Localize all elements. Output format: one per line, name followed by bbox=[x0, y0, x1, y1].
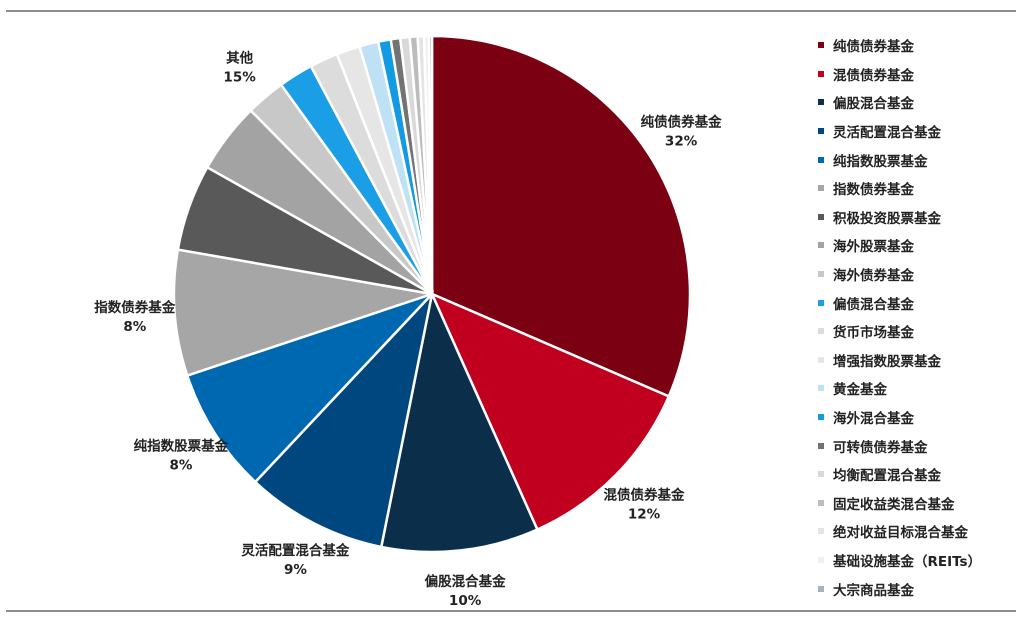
legend-swatch bbox=[818, 185, 824, 192]
legend-swatch bbox=[818, 356, 824, 363]
pie-slice-3 bbox=[253, 289, 435, 549]
data-label-2: 偏股混合基金 10% bbox=[425, 573, 506, 609]
legend-item: 大宗商品基金 bbox=[818, 574, 1018, 603]
legend-swatch bbox=[818, 328, 824, 335]
legend-item: 海外混合基金 bbox=[818, 403, 1018, 432]
data-label-percent: 15% bbox=[223, 69, 256, 85]
legend-label: 海外债券基金 bbox=[833, 268, 914, 285]
data-label-percent: 9% bbox=[284, 562, 307, 578]
data-label-0: 纯债债券基金 32% bbox=[641, 113, 722, 149]
legend-swatch bbox=[818, 385, 824, 392]
legend-label: 可转债债券基金 bbox=[833, 439, 928, 456]
legend-label: 指数债券基金 bbox=[833, 182, 914, 199]
legend-label: 货币市场基金 bbox=[833, 325, 914, 342]
data-label-percent: 12% bbox=[628, 506, 661, 522]
data-label-percent: 10% bbox=[449, 593, 482, 609]
legend-label: 灵活配置混合基金 bbox=[833, 125, 941, 142]
data-label-percent: 8% bbox=[169, 458, 192, 474]
legend-swatch bbox=[818, 442, 824, 449]
data-label-1: 混债债券基金 12% bbox=[604, 486, 685, 522]
legend-label: 基础设施基金（REITs） bbox=[833, 553, 982, 570]
legend-swatch bbox=[818, 299, 824, 306]
legend-swatch bbox=[818, 499, 824, 506]
legend-swatch bbox=[818, 242, 824, 249]
legend-item: 可转债债券基金 bbox=[818, 431, 1018, 460]
legend-item: 混债债券基金 bbox=[818, 60, 1018, 89]
legend-swatch bbox=[818, 99, 824, 106]
legend-item: 灵活配置混合基金 bbox=[818, 117, 1018, 146]
legend-item: 海外债券基金 bbox=[818, 260, 1018, 289]
legend-item: 绝对收益目标混合基金 bbox=[818, 517, 1018, 546]
legend-item: 海外股票基金 bbox=[818, 231, 1018, 260]
chart-frame: 纯债债券基金 32% 混债债券基金 12% 偏股混合基金 10% 灵活配置混合基金 9% 纯指数… bbox=[6, 0, 1016, 626]
legend-swatch bbox=[818, 156, 824, 163]
legend-swatch bbox=[818, 271, 824, 278]
top-rule bbox=[6, 10, 1016, 12]
pie-slice-19 bbox=[427, 34, 434, 295]
legend-item: 纯债债券基金 bbox=[818, 31, 1018, 60]
legend: 纯债债券基金 混债债券基金 偏股混合基金灵活配置混合基金 纯指数股票基金 指数债券基金积… bbox=[818, 31, 1018, 603]
data-label-name: 纯指数股票基金 bbox=[134, 438, 229, 455]
legend-label: 增强指数股票基金 bbox=[833, 353, 941, 370]
legend-label: 均衡配置混合基金 bbox=[833, 468, 941, 485]
data-label-5: 指数债券基金 8% bbox=[94, 299, 175, 335]
legend-label: 黄金基金 bbox=[833, 382, 887, 399]
legend-label: 纯指数股票基金 bbox=[833, 153, 928, 170]
legend-item: 货币市场基金 bbox=[818, 317, 1018, 346]
legend-label: 绝对收益目标混合基金 bbox=[833, 525, 968, 542]
legend-label: 海外混合基金 bbox=[833, 411, 914, 428]
legend-label: 混债债券基金 bbox=[833, 67, 914, 84]
data-label-3: 灵活配置混合基金 9% bbox=[241, 542, 349, 578]
legend-swatch bbox=[818, 528, 824, 535]
legend-item: 纯指数股票基金 bbox=[818, 145, 1018, 174]
data-label-6: 其他 15% bbox=[223, 49, 256, 85]
legend-label: 大宗商品基金 bbox=[833, 582, 914, 599]
pie-data-labels: 纯债债券基金 32% 混债债券基金 12% 偏股混合基金 10% 灵活配置混合基金 9% 纯指数… bbox=[94, 49, 722, 609]
legend-item: 积极投资股票基金 bbox=[818, 203, 1018, 232]
pie-slices bbox=[172, 34, 692, 554]
legend-item: 基础设施基金（REITs） bbox=[818, 546, 1018, 575]
legend-label: 纯债债券基金 bbox=[833, 39, 914, 56]
legend-label: 偏股混合基金 bbox=[833, 96, 914, 113]
pie-slice-4 bbox=[185, 292, 433, 484]
pie-slice-5 bbox=[172, 248, 433, 378]
legend-label: 固定收益类混合基金 bbox=[833, 496, 955, 513]
legend-swatch bbox=[818, 556, 824, 563]
legend-swatch bbox=[818, 585, 824, 592]
legend-swatch bbox=[818, 213, 824, 220]
legend-label: 海外股票基金 bbox=[833, 239, 914, 256]
data-label-name: 灵活配置混合基金 bbox=[241, 542, 349, 559]
legend-swatch bbox=[818, 128, 824, 135]
pie-slice-1 bbox=[429, 291, 671, 532]
legend-item: 均衡配置混合基金 bbox=[818, 460, 1018, 489]
legend-swatch bbox=[818, 471, 824, 478]
legend-swatch bbox=[818, 70, 824, 77]
legend-item: 黄金基金 bbox=[818, 374, 1018, 403]
data-label-4: 纯指数股票基金 8% bbox=[134, 438, 229, 474]
legend-item: 偏股混合基金 bbox=[818, 88, 1018, 117]
bottom-rule bbox=[6, 610, 1016, 612]
legend-item: 指数债券基金 bbox=[818, 174, 1018, 203]
data-label-percent: 32% bbox=[665, 133, 698, 149]
legend-item: 增强指数股票基金 bbox=[818, 346, 1018, 375]
data-label-name: 混债债券基金 bbox=[604, 486, 685, 503]
data-label-name: 偏股混合基金 bbox=[425, 573, 506, 590]
data-label-name: 纯债债券基金 bbox=[641, 113, 722, 130]
data-label-name: 其他 bbox=[226, 49, 253, 66]
legend-label: 积极投资股票基金 bbox=[833, 210, 941, 227]
legend-item: 偏债混合基金 bbox=[818, 288, 1018, 317]
legend-swatch bbox=[818, 42, 824, 49]
legend-item: 固定收益类混合基金 bbox=[818, 489, 1018, 518]
data-label-percent: 8% bbox=[123, 319, 146, 335]
data-label-name: 指数债券基金 bbox=[94, 299, 175, 316]
legend-swatch bbox=[818, 414, 824, 421]
legend-label: 偏债混合基金 bbox=[833, 296, 914, 313]
pie-slice-0 bbox=[430, 34, 692, 399]
pie-chart: 纯债债券基金 32% 混债债券基金 12% 偏股混合基金 10% 灵活配置混合基金 9% 纯指数… bbox=[94, 34, 722, 609]
